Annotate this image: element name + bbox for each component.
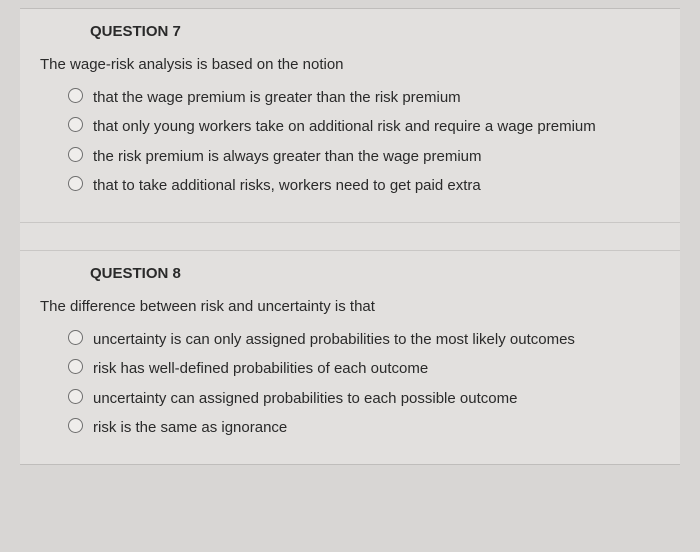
block-divider [20,222,680,250]
option-row[interactable]: risk has well-defined probabilities of e… [20,354,680,383]
option-label: uncertainty is can only assigned probabi… [93,328,575,351]
radio-icon[interactable] [68,88,83,103]
option-row[interactable]: the risk premium is always greater than … [20,142,680,171]
radio-icon[interactable] [68,418,83,433]
option-label: that only young workers take on addition… [93,115,596,138]
option-label: risk is the same as ignorance [93,416,287,439]
option-label: uncertainty can assigned probabilities t… [93,387,517,410]
option-label: that the wage premium is greater than th… [93,86,461,109]
question-stem: The difference between risk and uncertai… [20,298,680,325]
radio-icon[interactable] [68,330,83,345]
option-row[interactable]: uncertainty can assigned probabilities t… [20,384,680,413]
radio-icon[interactable] [68,117,83,132]
question-block: QUESTION 7 The wage-risk analysis is bas… [20,9,680,222]
option-row[interactable]: uncertainty is can only assigned probabi… [20,325,680,354]
question-block: QUESTION 8 The difference between risk a… [20,250,680,464]
option-label: that to take additional risks, workers n… [93,174,481,197]
radio-icon[interactable] [68,359,83,374]
radio-icon[interactable] [68,147,83,162]
question-title: QUESTION 8 [20,265,680,282]
radio-icon[interactable] [68,389,83,404]
quiz-sheet: QUESTION 7 The wage-risk analysis is bas… [20,8,680,465]
option-row[interactable]: risk is the same as ignorance [20,413,680,442]
question-title: QUESTION 7 [20,23,680,40]
option-label: risk has well-defined probabilities of e… [93,357,428,380]
option-row[interactable]: that to take additional risks, workers n… [20,171,680,200]
radio-icon[interactable] [68,176,83,191]
option-row[interactable]: that the wage premium is greater than th… [20,83,680,112]
option-row[interactable]: that only young workers take on addition… [20,112,680,141]
option-label: the risk premium is always greater than … [93,145,482,168]
question-stem: The wage-risk analysis is based on the n… [20,56,680,83]
